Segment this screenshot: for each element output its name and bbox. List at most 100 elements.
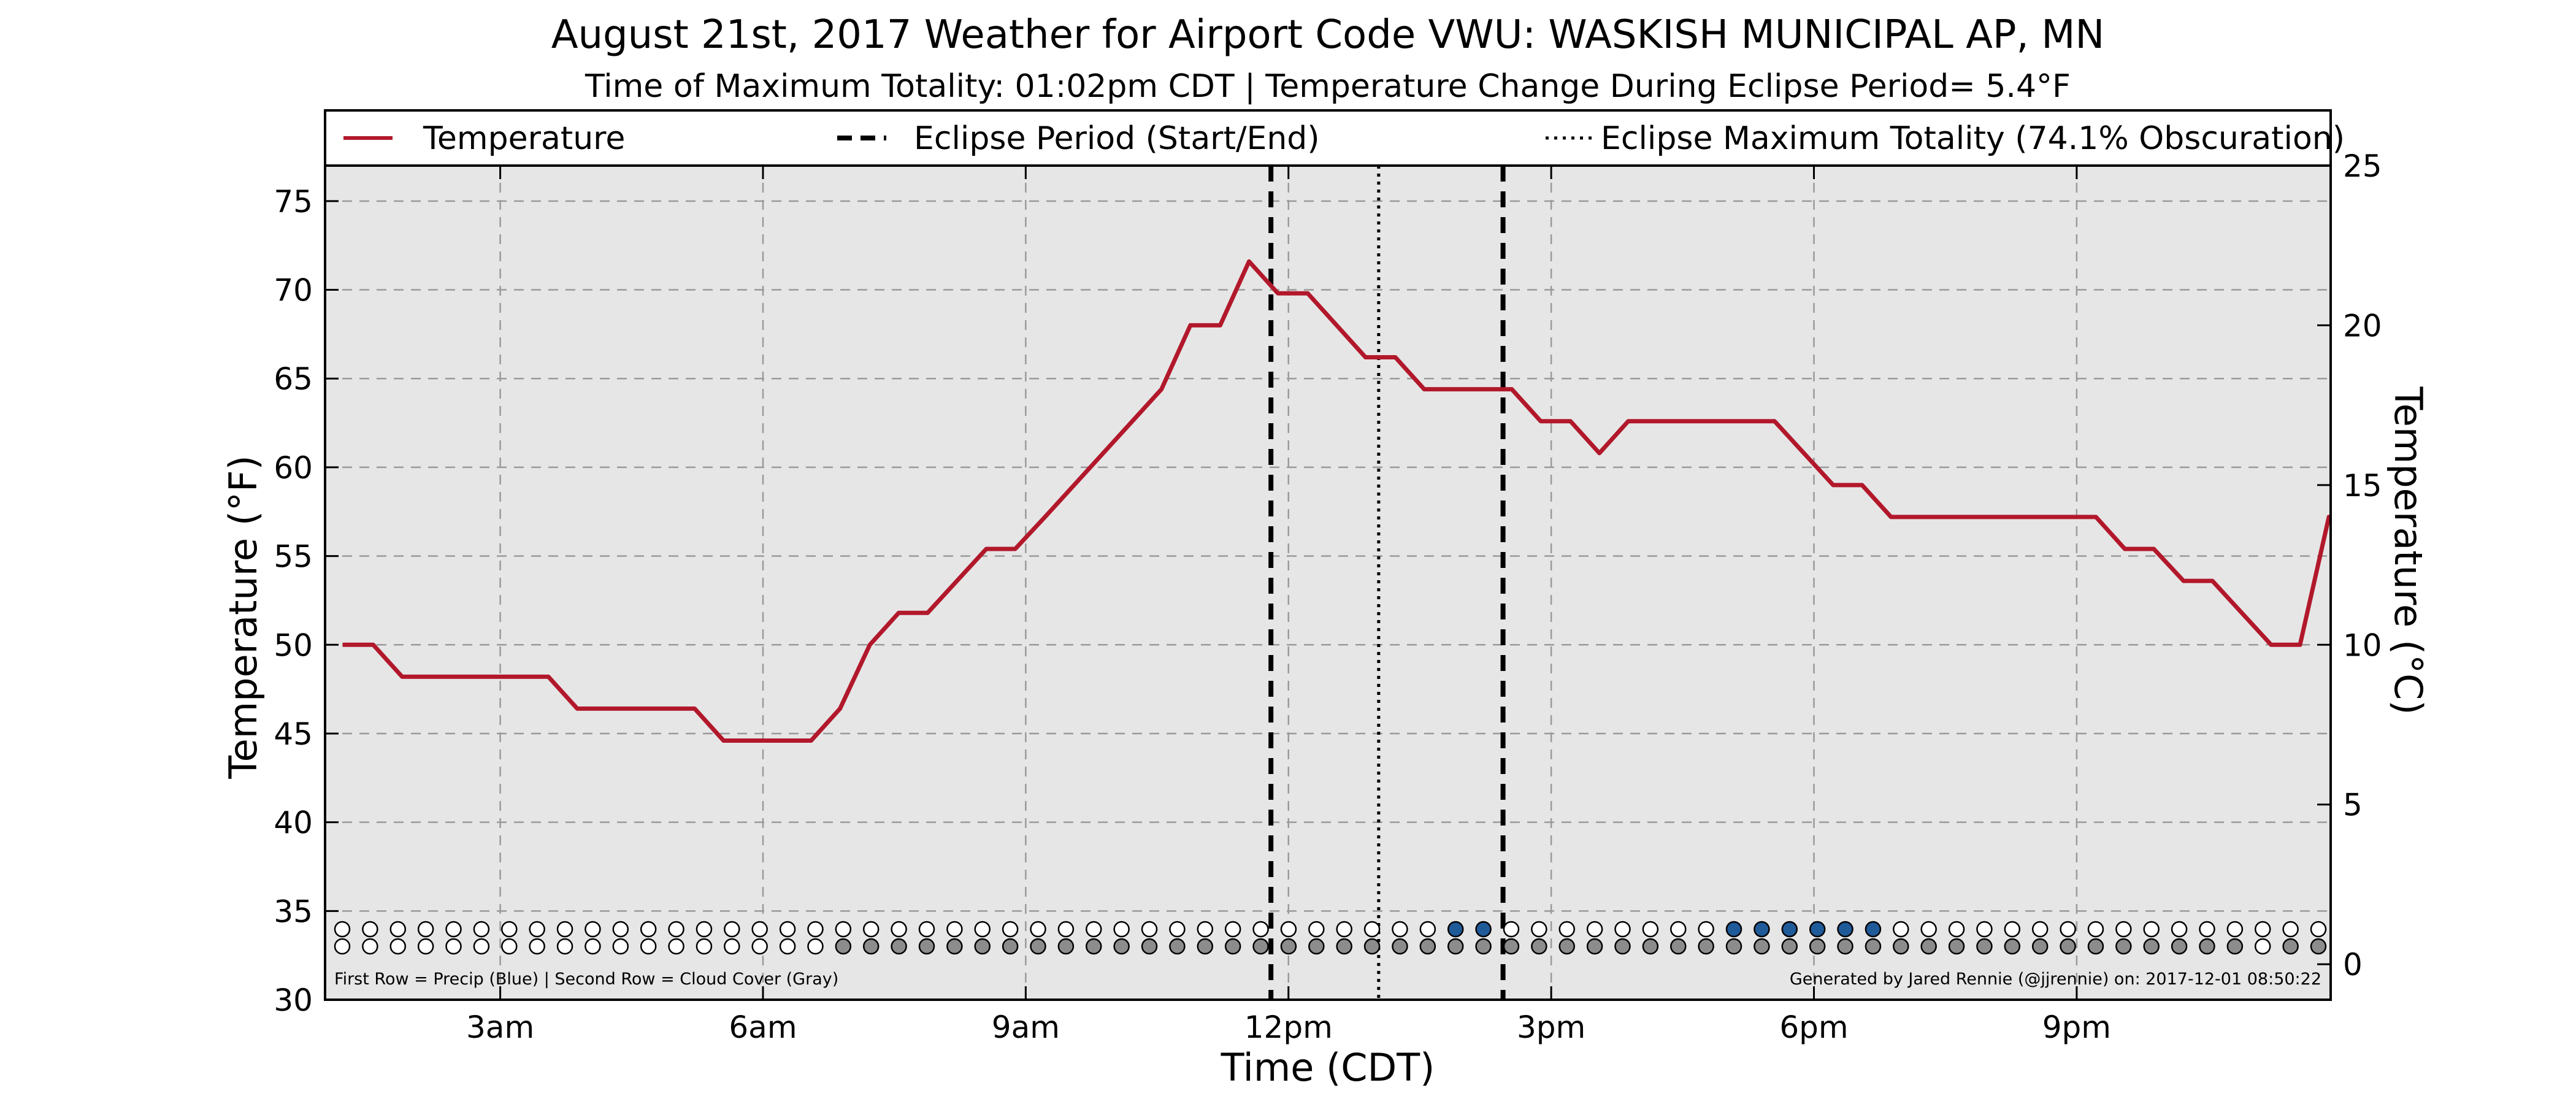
cloud-cover-dot xyxy=(556,938,573,955)
cloud-cover-dot xyxy=(1976,938,1993,955)
cloud-cover-dot xyxy=(2282,938,2299,955)
precip-dot xyxy=(1197,921,1214,938)
cloud-cover-dot xyxy=(1169,938,1186,955)
y-right-tick-label: 5 xyxy=(2343,788,2363,823)
precip-dot xyxy=(668,921,684,938)
cloud-cover-dot xyxy=(1086,938,1102,955)
cloud-cover-dot xyxy=(1754,938,1770,955)
cloud-cover-dot xyxy=(2310,938,2327,955)
precip-dot xyxy=(1447,921,1464,938)
y-right-tick-label: 0 xyxy=(2343,947,2363,983)
footnote-right: Generated by Jared Rennie (@jjrennie) on… xyxy=(1790,970,2321,989)
precip-dot xyxy=(1948,921,1965,938)
precip-dot xyxy=(2060,921,2076,938)
cloud-cover-dot xyxy=(1670,938,1687,955)
precip-dot xyxy=(1419,921,1436,938)
cloud-cover-dot xyxy=(1308,938,1325,955)
cloud-cover-dot xyxy=(1030,938,1046,955)
precip-dot xyxy=(1308,921,1325,938)
y-right-tick-label: 15 xyxy=(2343,468,2382,504)
cloud-cover-dot xyxy=(1197,938,1214,955)
cloud-cover-dot xyxy=(1280,938,1297,955)
precip-dot xyxy=(362,921,378,938)
cloud-cover-dot xyxy=(862,938,880,955)
precip-dot xyxy=(529,921,545,938)
y-right-tick-label: 20 xyxy=(2343,308,2382,343)
cloud-cover-dot xyxy=(2199,938,2215,955)
footnote-left: First Row = Precip (Blue) | Second Row =… xyxy=(334,970,838,989)
precip-dot xyxy=(2171,921,2188,938)
precip-dot xyxy=(1503,921,1520,938)
cloud-cover-dot xyxy=(779,938,796,955)
cloud-cover-dot xyxy=(1531,938,1547,955)
precip-dot xyxy=(2199,921,2215,938)
precip-dot xyxy=(417,921,434,938)
y-tick-label: 70 xyxy=(274,273,313,309)
precip-dot xyxy=(1586,921,1603,938)
precip-dot xyxy=(2087,921,2104,938)
precip-dot xyxy=(2115,921,2132,938)
precip-dot xyxy=(1252,921,1269,938)
precip-dot xyxy=(1670,921,1687,938)
cloud-cover-dot xyxy=(1698,938,1714,955)
precip-dot xyxy=(1837,921,1853,938)
x-tick-label: 6am xyxy=(729,1010,797,1045)
precip-dot xyxy=(1224,921,1241,938)
x-tick-label: 3pm xyxy=(1517,1010,1585,1045)
precip-dot xyxy=(1002,921,1019,938)
precip-dot xyxy=(334,921,351,938)
y-axis-label: Temperature (°F) xyxy=(221,455,266,779)
y-axis-label-right: Temperature (°C) xyxy=(2386,386,2431,715)
cloud-cover-dot xyxy=(891,938,907,955)
x-tick-label: 9pm xyxy=(2042,1010,2111,1045)
precip-dot xyxy=(1531,921,1547,938)
y-tick-label: 35 xyxy=(274,894,313,929)
cloud-cover-dot xyxy=(1363,938,1381,955)
precip-dot xyxy=(1865,921,1882,938)
precip-dot xyxy=(1893,921,1909,938)
precip-dot xyxy=(473,921,490,938)
legend-label: Eclipse Maximum Totality (74.1% Obscurat… xyxy=(1601,120,2345,157)
y-tick-label: 55 xyxy=(274,539,313,575)
precip-dot xyxy=(1781,921,1798,938)
series-layer xyxy=(342,259,2331,743)
chart-subtitle: Time of Maximum Totality: 01:02pm CDT | … xyxy=(585,68,2071,105)
cloud-cover-dot xyxy=(1113,938,1130,955)
precip-dot xyxy=(974,921,991,938)
precip-dot xyxy=(2143,921,2160,938)
cloud-cover-dot xyxy=(1948,938,1965,955)
cloud-cover-dot xyxy=(585,938,601,955)
precip-dot xyxy=(1336,921,1352,938)
eclipse-lines xyxy=(1268,166,1506,1000)
temperature-line xyxy=(342,259,2331,743)
precip-dot xyxy=(1976,921,1993,938)
y-tick-label: 40 xyxy=(274,805,313,841)
cloud-cover-dot xyxy=(1419,938,1436,955)
cloud-cover-dot xyxy=(529,938,545,955)
cloud-cover-dot xyxy=(1781,938,1798,955)
cloud-cover-dot xyxy=(2143,938,2160,955)
cloud-cover-dot xyxy=(1447,938,1464,955)
precip-dot xyxy=(2004,921,2021,938)
precip-dot xyxy=(918,921,935,938)
legend-label: Eclipse Period (Start/End) xyxy=(914,120,1320,157)
precip-dot xyxy=(891,921,907,938)
cloud-cover-dot xyxy=(1893,938,1909,955)
y-tick-label: 50 xyxy=(274,627,313,663)
x-tick-label: 9am xyxy=(992,1010,1060,1045)
y-tick-label: 65 xyxy=(274,361,313,397)
x-tick-label: 6pm xyxy=(1779,1010,1848,1045)
cloud-cover-dot xyxy=(2060,938,2076,955)
precip-dot xyxy=(1113,921,1130,938)
cloud-cover-dot xyxy=(1725,938,1742,955)
legend-label: Temperature xyxy=(423,120,625,157)
cloud-cover-dot xyxy=(1503,938,1520,955)
cloud-cover-dot xyxy=(445,938,462,955)
x-axis-label: Time (CDT) xyxy=(1221,1045,1435,1090)
cloud-cover-dot xyxy=(918,938,935,955)
precip-dot xyxy=(2282,921,2299,938)
cloud-cover-dot xyxy=(1558,938,1575,955)
precip-dot xyxy=(807,921,824,938)
